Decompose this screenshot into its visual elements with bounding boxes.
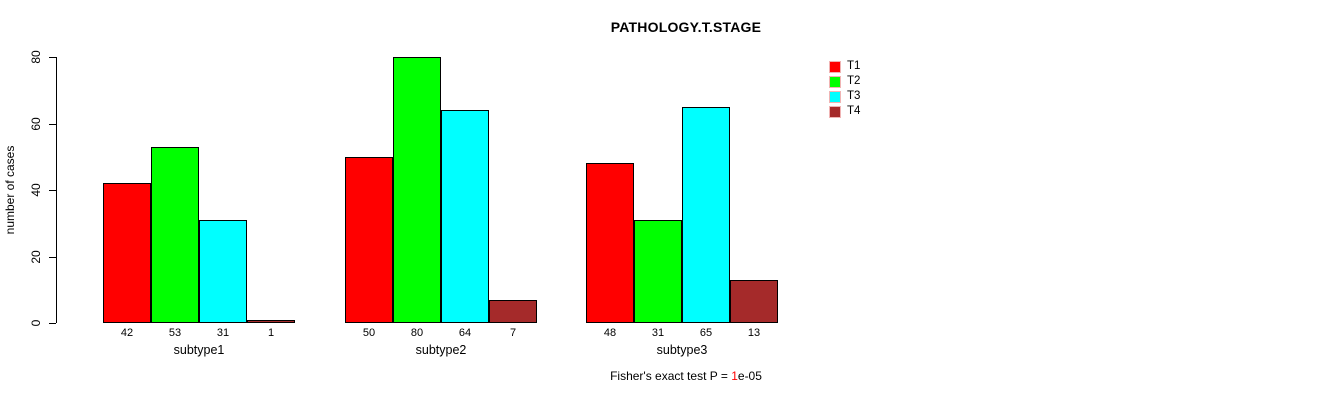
y-axis-line bbox=[56, 57, 57, 323]
legend-swatch bbox=[829, 90, 841, 103]
category-label-subtype1: subtype1 bbox=[173, 343, 225, 357]
y-tick bbox=[49, 323, 56, 324]
bar-value-label: 42 bbox=[120, 327, 134, 339]
bar-T1-subtype2 bbox=[345, 157, 393, 323]
bar-value-label: 1 bbox=[267, 327, 275, 339]
y-tick bbox=[49, 190, 56, 191]
bar-T2-subtype1 bbox=[151, 147, 199, 323]
bar-value-label: 50 bbox=[362, 327, 376, 339]
annotation-prefix: Fisher's exact test P = bbox=[610, 369, 732, 383]
legend-item-T1: T1 bbox=[829, 59, 860, 74]
legend-label: T1 bbox=[847, 60, 861, 72]
bar-T2-subtype2 bbox=[393, 57, 441, 323]
legend-swatch bbox=[829, 75, 841, 88]
legend-item-T2: T2 bbox=[829, 74, 860, 89]
legend-item-T3: T3 bbox=[829, 89, 860, 104]
bar-value-label: 31 bbox=[216, 327, 230, 339]
y-tick bbox=[49, 123, 56, 125]
legend-item-T4: T4 bbox=[829, 104, 860, 119]
y-axis-label: number of cases bbox=[3, 145, 17, 235]
y-tick-label: 80 bbox=[29, 50, 43, 64]
bar-T3-subtype3 bbox=[682, 107, 730, 323]
legend-label: T3 bbox=[847, 90, 861, 102]
bar-T1-subtype3 bbox=[586, 163, 634, 323]
legend-label: T4 bbox=[847, 105, 861, 117]
bar-value-label: 53 bbox=[168, 327, 182, 339]
bar-T2-subtype3 bbox=[634, 220, 682, 323]
bar-value-label: 80 bbox=[410, 327, 424, 339]
legend-swatch bbox=[829, 60, 841, 73]
legend-swatch bbox=[829, 105, 841, 118]
legend: T1 T2 T3 T4 bbox=[829, 59, 860, 119]
fisher-test-annotation: Fisher's exact test P = 1e-05 bbox=[0, 369, 1340, 383]
bar-T4-subtype3 bbox=[730, 280, 778, 323]
bar-value-label: 65 bbox=[699, 327, 713, 339]
y-tick bbox=[49, 256, 56, 258]
legend-label: T2 bbox=[847, 75, 861, 87]
annotation-pvalue: 1 bbox=[731, 369, 738, 383]
y-tick bbox=[49, 57, 56, 58]
bar-value-label: 31 bbox=[651, 327, 665, 339]
bar-T4-subtype2 bbox=[489, 300, 537, 323]
bar-value-label: 13 bbox=[747, 327, 761, 339]
bar-T4-subtype1 bbox=[247, 320, 295, 323]
annotation-suffix: e-05 bbox=[737, 369, 762, 383]
bar-value-label: 48 bbox=[603, 327, 617, 339]
bar-value-label: 64 bbox=[458, 327, 472, 339]
y-tick-label: 0 bbox=[29, 319, 43, 327]
bar-T3-subtype1 bbox=[199, 220, 247, 323]
chart-title: PATHOLOGY.T.STAGE bbox=[610, 19, 762, 35]
bar-T3-subtype2 bbox=[441, 110, 489, 323]
category-label-subtype2: subtype2 bbox=[415, 343, 467, 357]
bar-T1-subtype1 bbox=[103, 183, 151, 323]
y-tick-label: 40 bbox=[29, 183, 43, 197]
y-tick-label: 60 bbox=[29, 116, 43, 131]
y-tick-label: 20 bbox=[29, 249, 43, 264]
category-label-subtype3: subtype3 bbox=[656, 343, 708, 357]
bar-value-label: 7 bbox=[509, 327, 517, 339]
